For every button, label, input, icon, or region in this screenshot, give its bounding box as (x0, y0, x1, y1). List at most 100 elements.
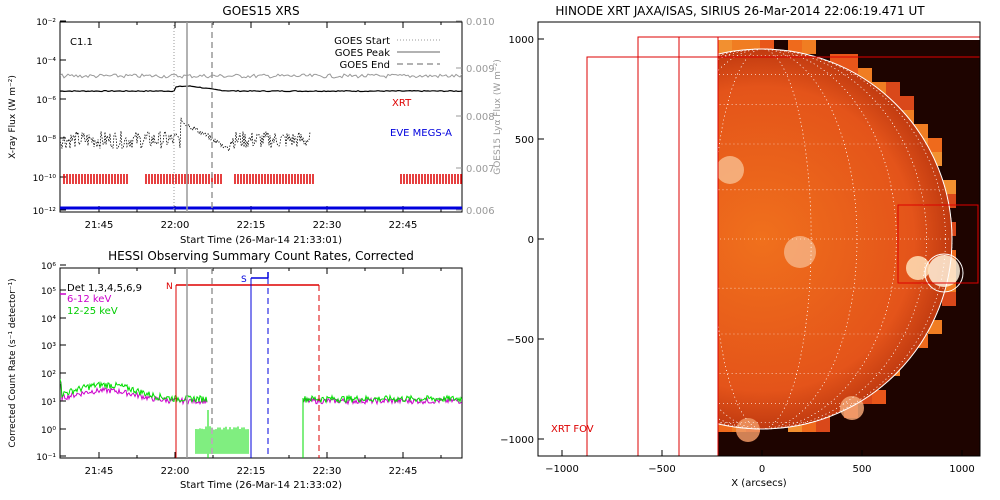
xrt-fov-1 (586, 56, 980, 456)
goes-y-tick-label: 10⁻¹⁰ (33, 174, 57, 184)
xrt-image-block (802, 40, 816, 54)
goes-x-tick-label: 22:45 (389, 220, 418, 231)
goes-x-tick-label: 22:30 (313, 220, 342, 231)
hessi-y-tick-label: 10¹ (41, 398, 56, 408)
goes-y2-tick-label: 0.008 (466, 112, 495, 123)
xrt-y-tick-label: 1000 (509, 35, 534, 46)
goes-x-ticks: 21:45 22:00 22:15 22:30 22:45 (85, 22, 442, 231)
hessi-x-tick-label: 22:15 (237, 466, 266, 477)
goes-short-series (60, 117, 311, 153)
goes-eve-label: EVE MEGS-A (390, 128, 452, 139)
hessi-y-ticks: 10⁻¹ 10⁰ 10¹ 10² 10³ 10⁴ 10⁵ 10⁶ (36, 262, 66, 463)
hessi-y-label: Corrected Count Rate (s⁻¹ detector⁻¹) (8, 278, 18, 447)
hessi-y-tick-label: 10⁶ (41, 262, 56, 272)
hessi-title: HESSI Observing Summary Count Rates, Cor… (108, 249, 414, 263)
xrt-active-region (736, 418, 760, 442)
hessi-legend: Det 1,3,4,5,6,9 6-12 keV 12-25 keV (60, 283, 142, 317)
xrt-x-tick-label: −500 (648, 464, 675, 475)
goes-plot-frame (59, 21, 463, 213)
hessi-x-ticks: 21:45 22:00 22:15 22:30 22:45 (85, 268, 442, 477)
xrt-image-block (872, 390, 886, 404)
xrt-title: HINODE XRT JAXA/ISAS, SIRIUS 26-Mar-2014… (555, 4, 925, 18)
xrt-x-tick-label: 500 (852, 464, 871, 475)
xrt-active-region (906, 256, 930, 280)
xrt-image-block (844, 54, 858, 68)
hessi-x-tick-label: 22:00 (161, 466, 190, 477)
goes-title: GOES15 XRS (222, 4, 299, 18)
hessi-y-tick-label: 10⁵ (41, 287, 56, 297)
xrt-image-block (816, 418, 830, 432)
hessi-12-25-series (60, 378, 462, 404)
hessi-y-tick-label: 10² (41, 370, 56, 380)
goes-y-tick-label: 10⁻¹² (33, 207, 57, 217)
goes-y2-label: GOES15 Lyα Flux (W m⁻²) (493, 59, 503, 175)
xrt-fov-2 (637, 36, 980, 456)
hessi-y-tick-label: 10³ (41, 342, 56, 352)
xrt-x-label: X (arcsecs) (731, 478, 787, 489)
goes-x-label: Start Time (26-Mar-14 21:33:01) (180, 235, 342, 246)
xrt-active-regions (716, 156, 960, 442)
hessi-plot-frame (59, 267, 463, 459)
flare-region-circle (924, 253, 964, 293)
solar-limb (571, 48, 953, 430)
hessi-y-tick-label: 10⁰ (41, 426, 56, 436)
hessi-12-25-spikes (195, 398, 304, 458)
goes-xrt-label: XRT (392, 98, 412, 109)
goes-y-tick-label: 10⁻⁶ (36, 96, 56, 106)
goes-legend: GOES Start GOES Peak GOES End (334, 36, 440, 71)
hessi-y-tick-label: 10⁻¹ (36, 453, 56, 463)
hessi-legend-low: 6-12 keV (67, 294, 111, 305)
xrt-x-ticks: −1000 −500 0 500 1000 (545, 450, 975, 475)
xrt-y-tick-label: −1000 (500, 435, 534, 446)
goes-legend-end: GOES End (340, 60, 390, 71)
goes-legend-start: GOES Start (334, 36, 390, 47)
goes-x-tick-label: 21:45 (85, 220, 114, 231)
goes-y-ticks: 10⁻¹² 10⁻¹⁰ 10⁻⁸ 10⁻⁶ 10⁻⁴ 10⁻² (33, 18, 66, 217)
goes-long-series (60, 85, 462, 93)
xrt-y-tick-label: −500 (507, 335, 534, 346)
flare-region-box (897, 204, 979, 284)
xrt-image-block (788, 40, 802, 54)
grid-longitude (666, 48, 858, 430)
xrt-active-region (716, 156, 744, 184)
xrt-y-ticks: −1000 −500 0 500 1000 (500, 35, 544, 446)
xrt-panel: HINODE XRT JAXA/ISAS, SIRIUS 26-Mar-2014… (500, 4, 981, 489)
goes-y2-tick-label: 0.007 (466, 164, 495, 175)
hessi-y-tick-label: 10⁴ (41, 315, 56, 325)
xrt-fov-label: XRT FOV (551, 424, 594, 435)
hessi-x-tick-label: 22:30 (313, 466, 342, 477)
goes-x-tick-label: 22:15 (237, 220, 266, 231)
hessi-legend-high: 12-25 keV (67, 306, 118, 317)
xrt-x-tick-label: −1000 (545, 464, 579, 475)
goes-y2-ticks: 0.006 0.007 0.008 0.009 0.010 (456, 17, 495, 217)
xrt-y-tick-label: 500 (515, 135, 534, 146)
xrt-image-block (718, 40, 732, 54)
goes-y-tick-label: 10⁻⁸ (36, 135, 56, 145)
goes-y2-tick-label: 0.010 (466, 17, 495, 28)
goes-y-tick-label: 10⁻² (36, 18, 56, 28)
xrt-image-block (886, 82, 900, 96)
goes-legend-peak: GOES Peak (335, 48, 390, 59)
xrt-x-tick-label: 0 (759, 464, 765, 475)
hessi-x-tick-label: 21:45 (85, 466, 114, 477)
xrt-active-region (784, 236, 816, 268)
hessi-x-label: Start Time (26-Mar-14 21:33:02) (180, 480, 342, 491)
goes-y-tick-label: 10⁻⁴ (36, 57, 56, 67)
xrt-image-block (900, 96, 914, 110)
hessi-panel: HESSI Observing Summary Count Rates, Cor… (8, 249, 463, 491)
goes-y-label: X-ray Flux (W m⁻²) (8, 75, 18, 159)
xrt-active-region (840, 396, 864, 420)
goes-panel: GOES15 XRS 21:45 22:00 22:15 22:30 22:45 10⁻… (8, 4, 503, 246)
xrt-image-block (942, 292, 956, 306)
xrt-y-tick-label: 0 (528, 235, 534, 246)
goes-class-annotation: C1.1 (70, 37, 93, 48)
hessi-legend-det: Det 1,3,4,5,6,9 (67, 283, 142, 294)
goes-y2-tick-label: 0.006 (466, 206, 495, 217)
goes-y2-tick-label: 0.009 (466, 64, 495, 75)
hessi-saa-flag: S (241, 275, 247, 285)
hessi-x-tick-label: 22:45 (389, 466, 418, 477)
xrt-image-block (928, 138, 942, 152)
goes-lya-series (60, 73, 462, 79)
xrt-active-region (928, 255, 960, 287)
